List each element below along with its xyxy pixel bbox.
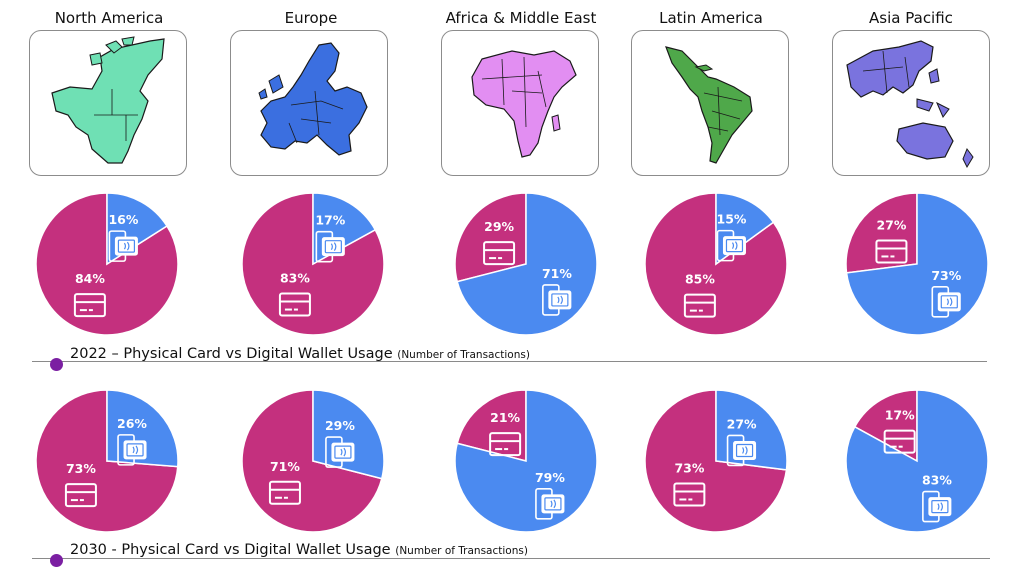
- credit-card-icon: [278, 292, 311, 317]
- slice-physical-card-2022-africa-middle-east: [454, 192, 527, 283]
- map-box-north-america: [29, 30, 187, 176]
- pct-label-digital-wallet: 16%: [108, 212, 138, 227]
- timeline-dot-2030: [50, 554, 63, 567]
- section-title-2022: 2022 – Physical Card vs Digital Wallet U…: [70, 346, 530, 362]
- pct-label-digital-wallet: 15%: [717, 212, 747, 227]
- digital-wallet-icon: [117, 434, 147, 466]
- credit-card-icon: [73, 293, 106, 318]
- timeline-dot-2022: [50, 358, 63, 371]
- digital-wallet-icon: [922, 490, 952, 523]
- pct-label-physical-card: 27%: [876, 218, 906, 233]
- pie-2030-africa-middle-east: 79% 21%: [454, 389, 598, 533]
- region-title-africa-middle-east: Africa & Middle East: [445, 9, 597, 27]
- credit-card-icon: [875, 239, 908, 264]
- digital-wallet-icon: [716, 229, 746, 262]
- pct-label-digital-wallet: 26%: [117, 416, 147, 431]
- digital-wallet-icon: [315, 230, 345, 263]
- map-box-asia-pacific: [832, 30, 990, 176]
- section-title-2030-main: 2030 - Physical Card vs Digital Wallet U…: [70, 542, 391, 558]
- pct-label-digital-wallet: 73%: [931, 268, 961, 283]
- region-title-latin-america: Latin America: [659, 9, 763, 27]
- pie-2022-north-america: 16% 84%: [35, 192, 179, 336]
- timeline-line-2022: [32, 361, 987, 362]
- pct-label-physical-card: 85%: [685, 272, 715, 287]
- digital-wallet-icon: [931, 286, 961, 318]
- region-title-asia-pacific: Asia Pacific: [869, 9, 953, 27]
- pie-2022-asia-pacific: 73% 27%: [845, 192, 989, 336]
- map-box-europe: [230, 30, 388, 176]
- pie-2030-europe: 29% 71%: [241, 389, 385, 533]
- region-title-europe: Europe: [284, 9, 338, 27]
- credit-card-icon: [673, 482, 706, 507]
- digital-wallet-icon: [535, 488, 565, 520]
- pct-label-digital-wallet: 17%: [315, 213, 345, 228]
- credit-card-icon: [683, 293, 716, 318]
- pct-label-digital-wallet: 83%: [922, 473, 952, 488]
- slice-physical-card-2030-africa-middle-east: [456, 389, 527, 462]
- credit-card-icon: [489, 432, 522, 457]
- section-title-2022-subtitle: (Number of Transactions): [397, 349, 530, 361]
- slice-physical-card-2030-asia-pacific: [853, 389, 918, 463]
- pct-label-physical-card: 84%: [75, 271, 105, 286]
- europe-map-icon: [258, 42, 368, 156]
- pct-label-physical-card: 29%: [484, 219, 514, 234]
- slice-physical-card-2030-europe: [241, 389, 383, 533]
- digital-wallet-icon: [108, 230, 138, 262]
- timeline-line-2030: [32, 558, 990, 559]
- pie-2030-latin-america: 27% 73%: [644, 389, 788, 533]
- pct-label-digital-wallet: 29%: [325, 418, 355, 433]
- credit-card-icon: [64, 483, 97, 508]
- map-box-latin-america: [631, 30, 789, 176]
- slice-physical-card-2022-asia-pacific: [845, 192, 918, 274]
- asia-pacific-map-icon: [846, 40, 974, 169]
- pct-label-physical-card: 73%: [674, 461, 704, 476]
- credit-card-icon: [268, 480, 301, 505]
- pct-label-physical-card: 21%: [490, 410, 520, 425]
- latin-america-map-icon: [665, 46, 753, 164]
- pct-label-digital-wallet: 79%: [535, 470, 565, 485]
- north-america-map-icon: [51, 36, 165, 164]
- pie-2022-europe: 17% 83%: [241, 192, 385, 336]
- section-title-2022-main: 2022 – Physical Card vs Digital Wallet U…: [70, 346, 393, 362]
- credit-card-icon: [483, 241, 516, 266]
- slice-digital-wallet-2030-asia-pacific: [845, 389, 989, 533]
- digital-wallet-icon: [325, 436, 355, 468]
- pct-label-digital-wallet: 71%: [542, 266, 572, 281]
- credit-card-icon: [883, 429, 916, 454]
- pie-2030-asia-pacific: 83% 17%: [845, 389, 989, 533]
- pie-2022-africa-middle-east: 71% 29%: [454, 192, 598, 336]
- section-title-2030-subtitle: (Number of Transactions): [395, 545, 528, 557]
- digital-wallet-icon: [726, 434, 757, 467]
- pct-label-physical-card: 17%: [885, 408, 915, 423]
- digital-wallet-icon: [542, 284, 572, 316]
- pie-2022-latin-america: 15% 85%: [644, 192, 788, 336]
- pct-label-digital-wallet: 27%: [727, 417, 757, 432]
- pct-label-physical-card: 73%: [66, 461, 96, 476]
- map-box-africa-middle-east: [441, 30, 599, 176]
- section-title-2030: 2030 - Physical Card vs Digital Wallet U…: [70, 542, 528, 558]
- pct-label-physical-card: 71%: [270, 459, 300, 474]
- africa-middle-east-map-icon: [471, 50, 577, 158]
- pct-label-physical-card: 83%: [280, 271, 310, 286]
- region-title-north-america: North America: [54, 9, 164, 27]
- slice-digital-wallet-2030-europe: [312, 389, 385, 480]
- pie-2030-north-america: 26% 73%: [35, 389, 179, 533]
